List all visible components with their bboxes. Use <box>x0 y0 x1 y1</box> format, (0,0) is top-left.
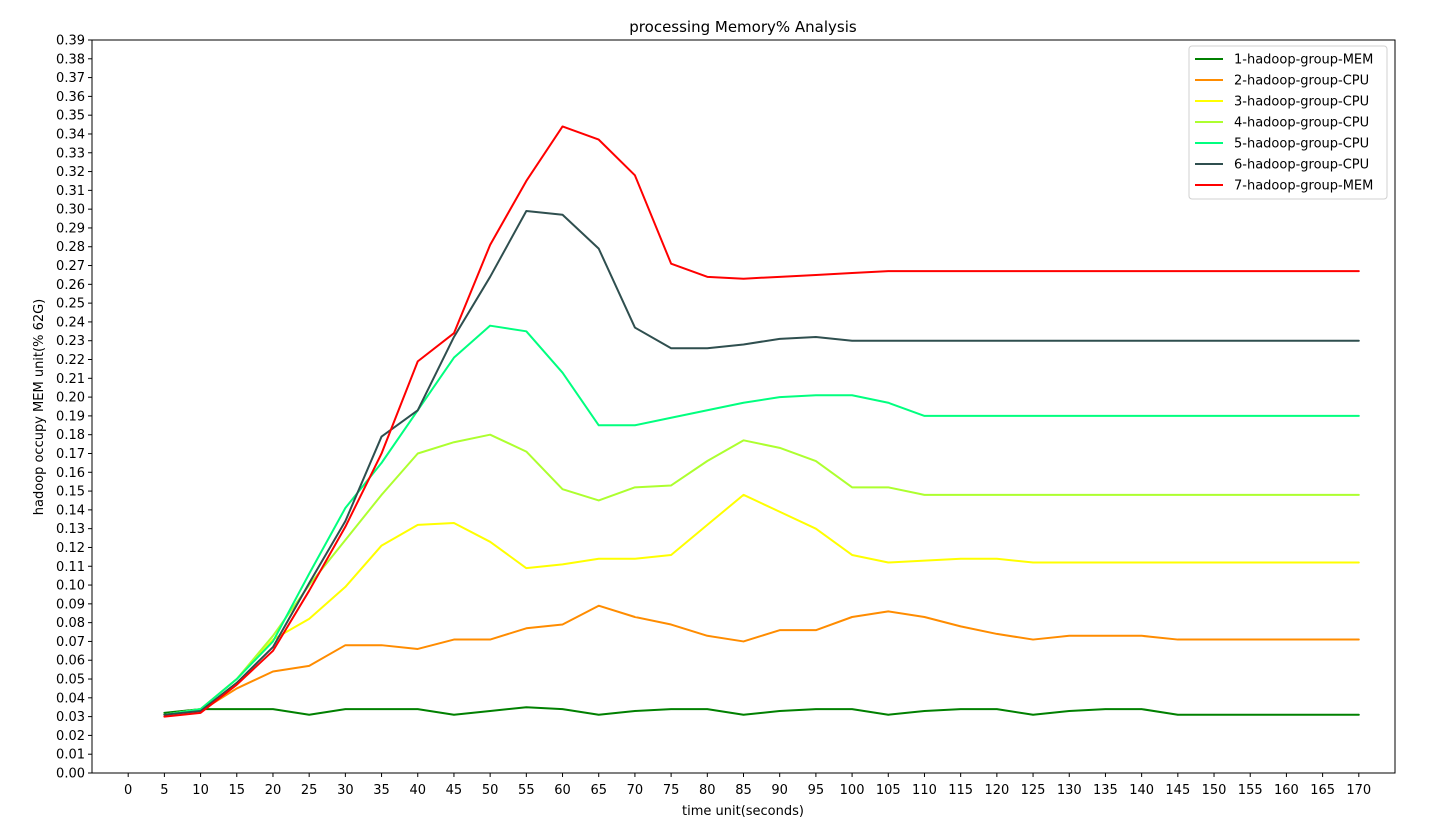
x-tick-label: 35 <box>373 783 390 798</box>
x-tick-label: 25 <box>301 783 318 798</box>
y-tick-label: 0.25 <box>56 297 85 312</box>
series-line-2 <box>163 604 1360 716</box>
x-tick-label: 130 <box>1057 783 1082 798</box>
y-tick-label: 0.08 <box>56 616 85 631</box>
y-tick-label: 0.07 <box>56 635 85 650</box>
y-tick-label: 0.14 <box>56 503 85 518</box>
y-tick-label: 0.06 <box>56 654 85 669</box>
x-tick-label: 70 <box>627 783 644 798</box>
y-tick-label: 0.21 <box>56 372 85 387</box>
legend-label: 3-hadoop-group-CPU <box>1234 95 1369 110</box>
y-tick-label: 0.38 <box>56 52 85 67</box>
y-tick-label: 0.20 <box>56 391 85 406</box>
y-tick-label: 0.01 <box>56 748 85 763</box>
x-tick-label: 40 <box>409 783 426 798</box>
x-tick-label: 45 <box>446 783 463 798</box>
y-tick-label: 0.34 <box>56 127 85 142</box>
y-tick-label: 0.27 <box>56 259 85 274</box>
y-tick-label: 0.36 <box>56 90 85 105</box>
chart-title: processing Memory% Analysis <box>629 18 857 36</box>
y-tick-label: 0.23 <box>56 334 85 349</box>
y-tick-label: 0.05 <box>56 673 85 688</box>
y-tick-label: 0.03 <box>56 710 85 725</box>
x-tick-label: 145 <box>1165 783 1190 798</box>
y-tick-label: 0.11 <box>56 560 85 575</box>
legend: 1-hadoop-group-MEM 2-hadoop-group-CPU 3-ha… <box>1188 45 1388 200</box>
x-tick-label: 100 <box>840 783 865 798</box>
y-tick-label: 0.24 <box>56 315 85 330</box>
y-tick-label: 0.17 <box>56 447 85 462</box>
x-tick-label: 30 <box>337 783 354 798</box>
x-tick-label: 10 <box>192 783 209 798</box>
y-tick-label: 0.30 <box>56 203 85 218</box>
y-axis: 0.00 0.01 0.02 0.03 0.04 0.05 0.06 0.07 0.08 0.09… <box>56 34 92 782</box>
y-tick-label: 0.31 <box>56 184 85 199</box>
series-line-5 <box>163 324 1360 716</box>
y-tick-label: 0.28 <box>56 240 85 255</box>
x-tick-label: 110 <box>912 783 937 798</box>
x-tick-label: 140 <box>1129 783 1154 798</box>
y-tick-label: 0.16 <box>56 466 85 481</box>
x-tick-label: 5 <box>160 783 168 798</box>
x-tick-label: 55 <box>518 783 535 798</box>
x-tick-label: 165 <box>1310 783 1335 798</box>
y-tick-label: 0.15 <box>56 485 85 500</box>
legend-box <box>1188 45 1388 200</box>
x-tick-label: 65 <box>590 783 607 798</box>
legend-label: 1-hadoop-group-MEM <box>1234 53 1373 68</box>
x-tick-label: 115 <box>948 783 973 798</box>
x-tick-label: 90 <box>771 783 788 798</box>
y-tick-label: 0.18 <box>56 428 85 443</box>
series-line-3 <box>163 493 1360 716</box>
y-tick-label: 0.29 <box>56 221 85 236</box>
series-line-6 <box>163 210 1360 716</box>
x-tick-label: 125 <box>1021 783 1046 798</box>
y-tick-label: 0.12 <box>56 541 85 556</box>
x-tick-label: 95 <box>808 783 825 798</box>
x-tick-label: 160 <box>1274 783 1299 798</box>
y-tick-label: 0.09 <box>56 597 85 612</box>
x-tick-label: 80 <box>699 783 716 798</box>
x-tick-label: 105 <box>876 783 901 798</box>
series-lines <box>163 125 1360 718</box>
series-line-4 <box>163 433 1360 716</box>
y-tick-label: 0.10 <box>56 579 85 594</box>
x-tick-label: 150 <box>1202 783 1227 798</box>
x-tick-label: 20 <box>265 783 282 798</box>
x-tick-label: 75 <box>663 783 680 798</box>
y-tick-label: 0.39 <box>56 34 85 49</box>
x-tick-label: 50 <box>482 783 499 798</box>
y-tick-label: 0.02 <box>56 729 85 744</box>
y-axis-label: hadoop occupy MEM unit(% 62G) <box>32 299 47 516</box>
y-tick-label: 0.04 <box>56 691 85 706</box>
x-tick-label: 120 <box>984 783 1009 798</box>
series-line-7 <box>163 125 1360 718</box>
legend-label: 5-hadoop-group-CPU <box>1234 137 1369 152</box>
x-tick-label: 85 <box>735 783 752 798</box>
series-line-1 <box>163 706 1360 716</box>
y-tick-label: 0.22 <box>56 353 85 368</box>
x-tick-label: 155 <box>1238 783 1263 798</box>
x-axis-label: time unit(seconds) <box>682 804 804 819</box>
legend-label: 7-hadoop-group-MEM <box>1234 179 1373 194</box>
y-tick-label: 0.26 <box>56 278 85 293</box>
x-tick-label: 15 <box>229 783 246 798</box>
y-tick-label: 0.13 <box>56 522 85 537</box>
legend-label: 2-hadoop-group-CPU <box>1234 74 1369 89</box>
legend-label: 6-hadoop-group-CPU <box>1234 158 1369 173</box>
y-tick-label: 0.37 <box>56 71 85 86</box>
y-tick-label: 0.19 <box>56 409 85 424</box>
y-tick-label: 0.33 <box>56 146 85 161</box>
x-axis: 0 5 10 15 20 25 30 35 40 45 50 55 60 65 70 75 80 85 90 95 10… <box>124 773 1371 798</box>
x-tick-label: 170 <box>1346 783 1371 798</box>
x-tick-label: 0 <box>124 783 132 798</box>
x-tick-label: 135 <box>1093 783 1118 798</box>
y-tick-label: 0.35 <box>56 109 85 124</box>
y-tick-label: 0.00 <box>56 767 85 782</box>
y-tick-label: 0.32 <box>56 165 85 180</box>
legend-label: 4-hadoop-group-CPU <box>1234 116 1369 131</box>
x-tick-label: 60 <box>554 783 571 798</box>
